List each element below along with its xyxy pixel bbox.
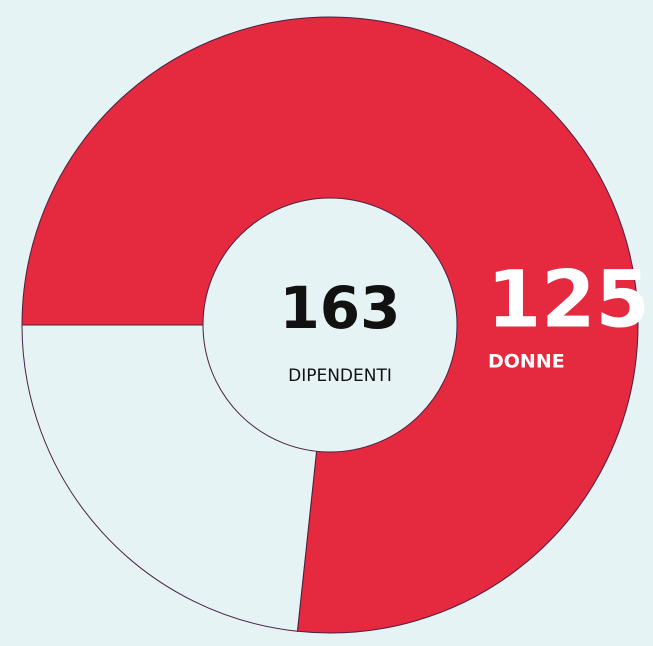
donut-slice	[21, 16, 639, 634]
slice-category-label: DONNE	[488, 351, 565, 373]
center-value: 163	[279, 274, 400, 342]
slice-value-label: 125	[487, 255, 650, 345]
center-label: DIPENDENTI	[288, 366, 392, 386]
donut-hole	[202, 197, 458, 453]
